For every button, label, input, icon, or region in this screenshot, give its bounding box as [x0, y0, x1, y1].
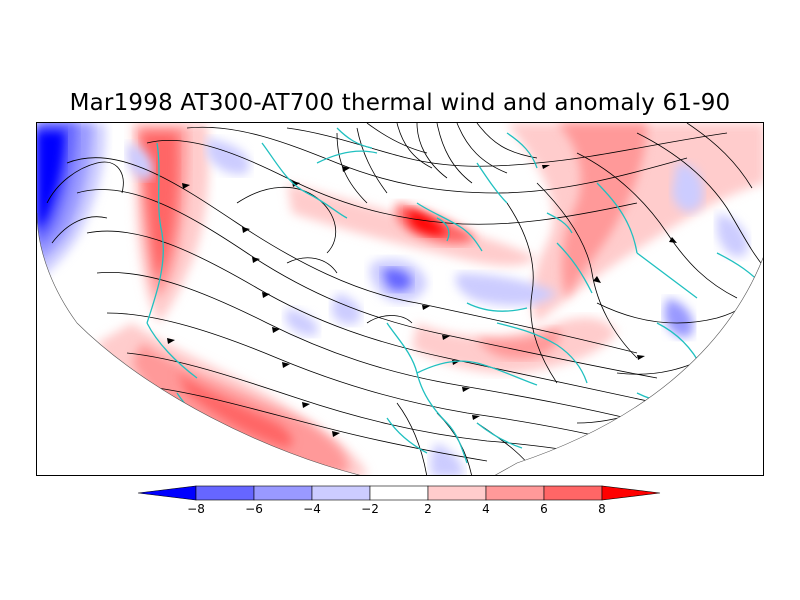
- streamlines: [46, 123, 763, 475]
- colorbar-tick-label: −4: [303, 502, 321, 516]
- colorbar-tick-label: −6: [245, 502, 263, 516]
- map-canvas: [37, 123, 763, 475]
- stream-arrows: [167, 165, 677, 437]
- colorbar-segment: [543, 485, 603, 501]
- colorbar-graphic: [137, 485, 661, 501]
- colorbar-tick-label: 6: [540, 502, 548, 516]
- map-panel: [36, 122, 764, 476]
- colorbar-tick-label: 2: [424, 502, 432, 516]
- colorbar-tick-label: −8: [187, 502, 205, 516]
- colorbar-segment: [137, 485, 197, 501]
- hemisphere-edge: [37, 212, 763, 475]
- colorbar: −8 −6 −4 −2 2 4 6 8: [0, 484, 800, 524]
- colorbar-tick-label: 4: [482, 502, 490, 516]
- colorbar-segment: [311, 485, 371, 501]
- colorbar-segment: [253, 485, 313, 501]
- colorbar-tick-label: 8: [598, 502, 606, 516]
- figure-title: Mar1998 AT300-AT700 thermal wind and ano…: [69, 90, 731, 116]
- colorbar-segment: [427, 485, 487, 501]
- colorbar-segment: [485, 485, 545, 501]
- colorbar-segment: [369, 485, 429, 501]
- colorbar-segment: [195, 485, 255, 501]
- colorbar-tick-label: −2: [361, 502, 379, 516]
- colorbar-segment: [601, 485, 661, 501]
